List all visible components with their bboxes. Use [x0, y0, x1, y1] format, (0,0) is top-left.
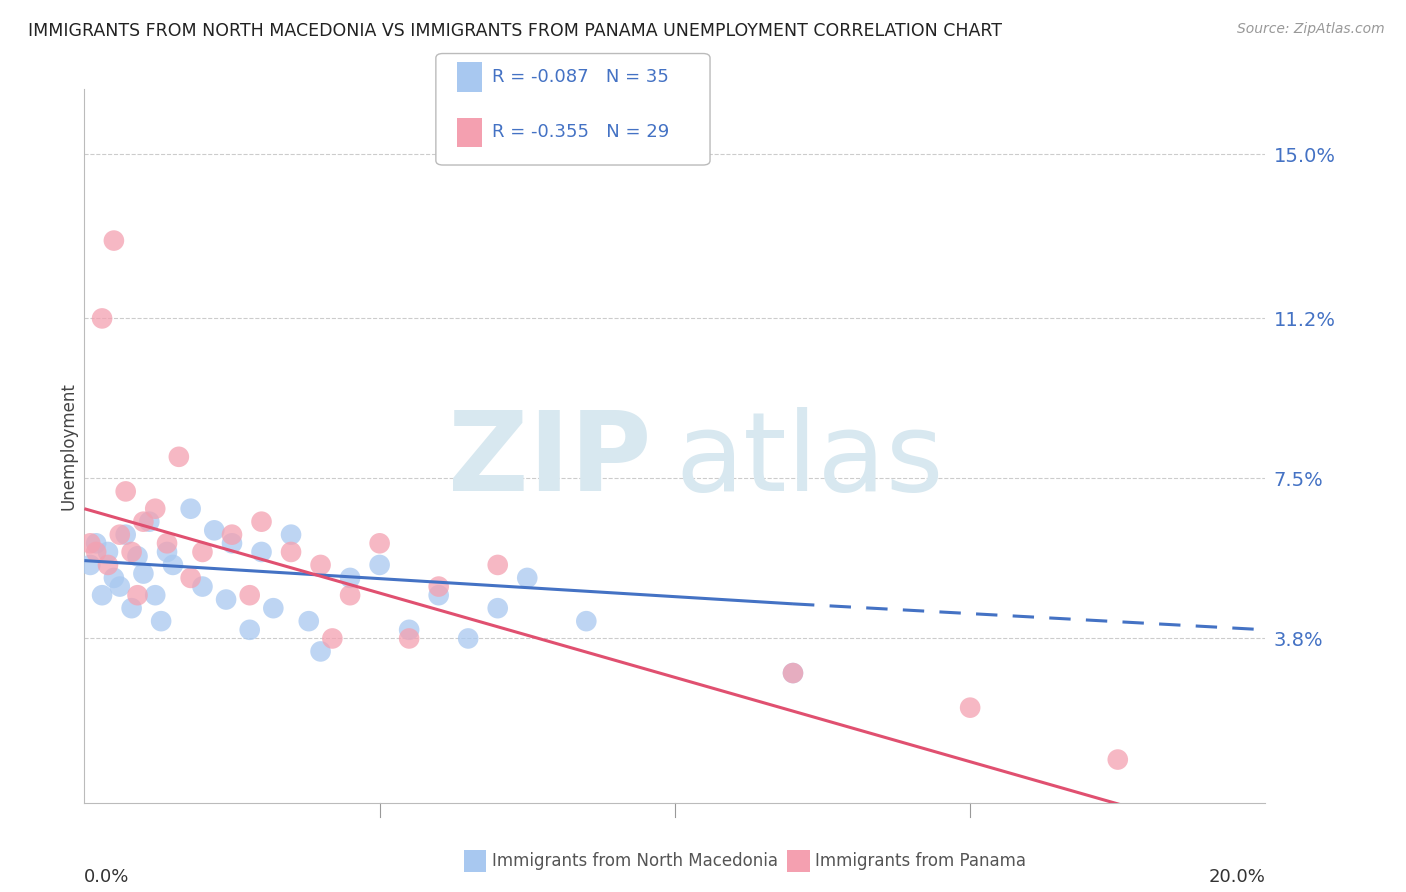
Point	[782, 666, 804, 681]
Point	[167, 450, 190, 464]
Point	[457, 632, 479, 646]
Point	[427, 580, 450, 594]
Point	[321, 632, 343, 646]
Point	[215, 592, 238, 607]
Point	[132, 515, 155, 529]
Point	[782, 666, 804, 681]
Point	[143, 501, 166, 516]
Point	[250, 515, 273, 529]
Point	[108, 527, 131, 541]
Point	[516, 571, 538, 585]
Point	[575, 614, 598, 628]
Point	[121, 545, 143, 559]
Point	[103, 234, 125, 248]
Point	[262, 601, 284, 615]
Point	[162, 558, 184, 572]
Point	[368, 558, 391, 572]
Point	[298, 614, 321, 628]
Point	[91, 588, 114, 602]
Text: Source: ZipAtlas.com: Source: ZipAtlas.com	[1237, 22, 1385, 37]
Point	[138, 515, 160, 529]
Text: R = -0.087   N = 35: R = -0.087 N = 35	[492, 68, 669, 87]
Point	[156, 536, 179, 550]
Point	[150, 614, 173, 628]
Text: 20.0%: 20.0%	[1209, 868, 1265, 886]
Point	[84, 536, 107, 550]
Point	[239, 623, 262, 637]
Point	[127, 588, 149, 602]
Point	[221, 527, 243, 541]
Point	[959, 700, 981, 714]
Text: Immigrants from North Macedonia: Immigrants from North Macedonia	[492, 852, 778, 871]
Point	[132, 566, 155, 581]
Point	[97, 558, 120, 572]
Point	[84, 545, 107, 559]
Point	[368, 536, 391, 550]
Point	[486, 601, 509, 615]
Point	[127, 549, 149, 564]
Text: R = -0.355   N = 29: R = -0.355 N = 29	[492, 123, 669, 142]
Point	[191, 545, 214, 559]
Point	[143, 588, 166, 602]
Y-axis label: Unemployment: Unemployment	[59, 382, 77, 510]
Point	[114, 527, 136, 541]
Text: 0.0%: 0.0%	[84, 868, 129, 886]
Text: IMMIGRANTS FROM NORTH MACEDONIA VS IMMIGRANTS FROM PANAMA UNEMPLOYMENT CORRELATI: IMMIGRANTS FROM NORTH MACEDONIA VS IMMIG…	[28, 22, 1002, 40]
Point	[1107, 753, 1129, 767]
Point	[180, 501, 202, 516]
Point	[309, 644, 332, 658]
Point	[91, 311, 114, 326]
Point	[202, 524, 225, 538]
Point	[156, 545, 179, 559]
Point	[398, 623, 420, 637]
Point	[280, 545, 302, 559]
Point	[79, 536, 101, 550]
Point	[103, 571, 125, 585]
Point	[114, 484, 136, 499]
Point	[191, 580, 214, 594]
Text: atlas: atlas	[675, 407, 943, 514]
Point	[250, 545, 273, 559]
Point	[239, 588, 262, 602]
Point	[221, 536, 243, 550]
Point	[427, 588, 450, 602]
Point	[398, 632, 420, 646]
Point	[339, 571, 361, 585]
Point	[339, 588, 361, 602]
Text: ZIP: ZIP	[449, 407, 651, 514]
Point	[180, 571, 202, 585]
Point	[121, 601, 143, 615]
Point	[280, 527, 302, 541]
Point	[79, 558, 101, 572]
Point	[97, 545, 120, 559]
Text: Immigrants from Panama: Immigrants from Panama	[815, 852, 1026, 871]
Point	[486, 558, 509, 572]
Point	[309, 558, 332, 572]
Point	[108, 580, 131, 594]
